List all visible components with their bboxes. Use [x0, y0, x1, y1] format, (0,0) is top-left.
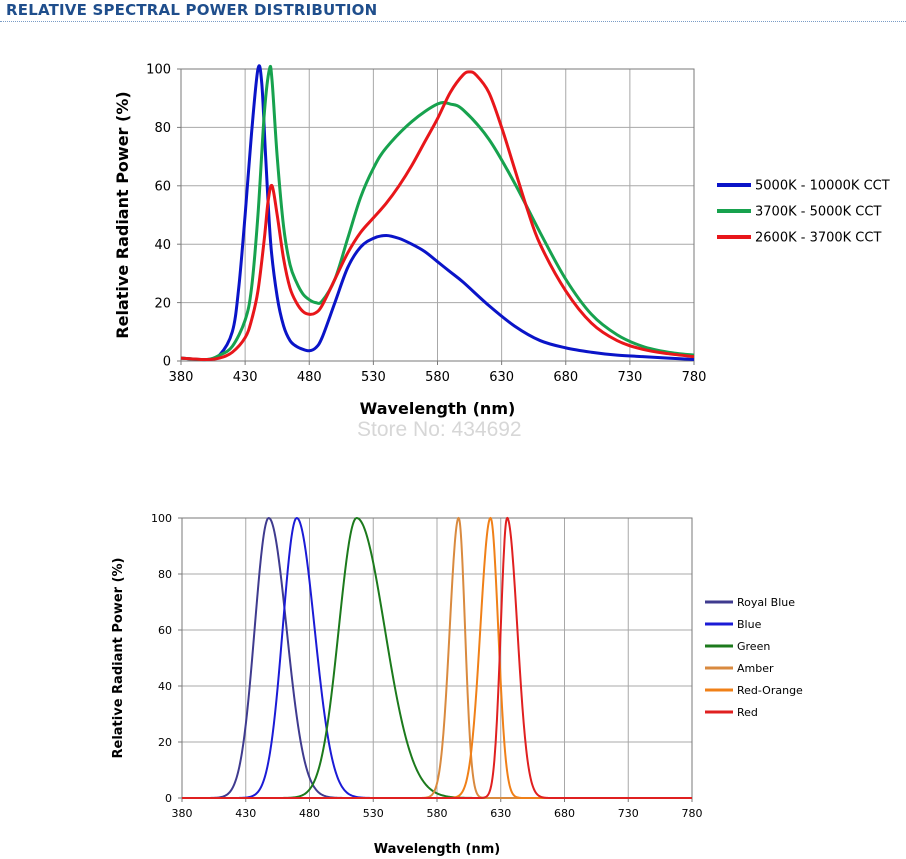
y-tick-label: 0 [165, 792, 172, 805]
legend-label: 5000K - 10000K CCT [755, 179, 890, 194]
x-tick-label: 430 [233, 370, 258, 385]
x-tick-label: 580 [427, 807, 448, 820]
x-tick-label: 580 [425, 370, 450, 385]
x-tick-label: 480 [299, 807, 320, 820]
y-tick-label: 100 [146, 63, 171, 78]
x-tick-label: 780 [682, 370, 707, 385]
y-tick-label: 80 [154, 121, 171, 136]
y-tick-label: 40 [158, 680, 172, 693]
x-tick-label: 480 [297, 370, 322, 385]
y-axis-label: Relative Radiant Power (%) [111, 558, 126, 759]
legend-label: 2600K - 3700K CCT [755, 231, 881, 246]
y-tick-label: 80 [158, 568, 172, 581]
y-tick-label: 0 [163, 355, 171, 370]
legend-label: Blue [737, 618, 762, 631]
x-tick-label: 380 [169, 370, 194, 385]
x-tick-label: 780 [682, 807, 703, 820]
header-divider [0, 21, 906, 22]
legend-label: Green [737, 640, 770, 653]
watermark-text: Store No: 434692 [357, 418, 522, 441]
page-header: RELATIVE SPECTRAL POWER DISTRIBUTION [0, 0, 906, 22]
x-axis-label: Wavelength (nm) [374, 842, 500, 857]
x-tick-label: 380 [172, 807, 193, 820]
x-tick-label: 730 [618, 807, 639, 820]
series-line-red [181, 516, 692, 799]
legend-label: Royal Blue [737, 596, 795, 609]
legend-label: 3700K - 5000K CCT [755, 205, 881, 220]
y-axis-label: Relative Radiant Power (%) [113, 91, 132, 338]
x-axis-label: Wavelength (nm) [360, 399, 516, 418]
series-line-2600k-3700k-cct [180, 70, 695, 362]
x-tick-label: 680 [553, 370, 578, 385]
x-tick-label: 630 [489, 370, 514, 385]
x-tick-label: 430 [235, 807, 256, 820]
legend-label: Red [737, 706, 758, 719]
y-tick-label: 40 [154, 238, 171, 253]
legend-label: Amber [737, 662, 774, 675]
series-line-3700k-5000k-cct [180, 64, 695, 362]
legend-label: Red-Orange [737, 684, 803, 697]
x-tick-label: 530 [363, 807, 384, 820]
series-line-5000k-10000k-cct [180, 64, 695, 362]
y-tick-label: 20 [154, 296, 171, 311]
y-tick-label: 60 [154, 179, 171, 194]
y-tick-label: 20 [158, 736, 172, 749]
chart-top: 380 430 480 530 580 630 680 730 780 0 20 40 60 80 100 W… [113, 63, 890, 418]
x-tick-label: 680 [554, 807, 575, 820]
y-tick-label: 100 [151, 512, 172, 525]
x-tick-label: 630 [490, 807, 511, 820]
x-tick-label: 530 [361, 370, 386, 385]
x-tick-label: 730 [617, 370, 642, 385]
page-title: RELATIVE SPECTRAL POWER DISTRIBUTION [6, 1, 378, 19]
y-tick-label: 60 [158, 624, 172, 637]
